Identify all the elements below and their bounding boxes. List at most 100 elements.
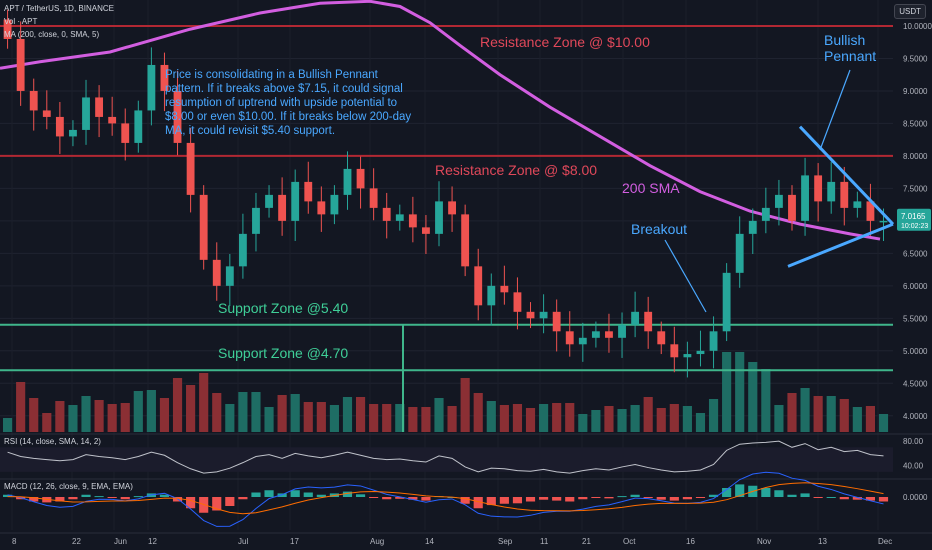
macd-hist-18	[238, 497, 248, 500]
signal-line	[7, 482, 884, 515]
macd-hist-4	[55, 497, 65, 502]
macd-hist-56	[735, 484, 745, 497]
candle-body-2	[29, 90, 38, 111]
candle-body-65	[853, 201, 862, 208]
pennant-label-2: Pennant	[824, 48, 877, 64]
breakout-arrow	[664, 239, 707, 313]
price-tick-9: 8.5000	[903, 119, 928, 128]
candle-body-46	[605, 331, 613, 338]
macd-hist-36	[473, 497, 483, 509]
candle-body-51	[670, 344, 679, 358]
macd-tick: 0.0000	[903, 493, 928, 502]
zone-lines	[0, 24, 893, 432]
candle-body-17	[225, 266, 234, 286]
macd-hist-51	[669, 497, 679, 501]
volume-bar-56	[735, 352, 745, 432]
volume-bar-18	[238, 392, 248, 432]
volume-bar-11	[146, 390, 156, 432]
macd-hist-50	[656, 497, 666, 500]
price-badge-value: 7.0165	[901, 212, 926, 221]
candle-body-7	[95, 97, 104, 117]
macd-hist-48	[630, 494, 640, 497]
macd-hist-66	[865, 497, 876, 501]
candle-body-1	[16, 38, 25, 91]
rsi-label: RSI (14, close, SMA, 14, 2)	[4, 437, 101, 446]
volume-bar-45	[591, 410, 601, 432]
price-tick-11: 9.5000	[903, 54, 928, 63]
volume-bar-6	[81, 396, 91, 432]
candle-body-41	[539, 311, 548, 319]
annotation-arrows	[664, 69, 851, 313]
macd-hist-54	[708, 494, 719, 497]
time-tick-8: Sep	[498, 537, 513, 546]
macd-hist-0	[3, 494, 13, 497]
candle-body-58	[761, 207, 770, 221]
macd-hist-32	[421, 497, 431, 501]
candle-body-20	[265, 194, 273, 208]
currency-badge[interactable]: USDT	[894, 4, 926, 19]
support-470-label: Support Zone @4.70	[218, 345, 349, 361]
macd-hist-23	[303, 492, 313, 497]
sma-200-line	[0, 0, 881, 241]
candle-body-64	[840, 181, 849, 208]
rsi-band	[0, 447, 893, 472]
time-tick-0: 8	[12, 537, 17, 546]
volume-bar-33	[434, 398, 444, 432]
time-tick-13: Nov	[757, 537, 771, 546]
price-tick-0: 4.0000	[903, 412, 928, 421]
macd-hist-27	[355, 494, 366, 497]
rsi-tick-0: 80.00	[903, 437, 924, 446]
volume-bar-3	[42, 413, 52, 432]
macd-hist-55	[722, 488, 732, 497]
volume-bar-37	[486, 401, 496, 432]
time-tick-10: 21	[582, 537, 591, 546]
candle-body-33	[435, 201, 443, 234]
candle-body-5	[69, 129, 77, 137]
macd-hist-52	[682, 497, 692, 500]
candle-body-6	[82, 97, 90, 130]
candle-body-39	[513, 292, 522, 312]
macd-hist-42	[552, 497, 562, 501]
time-axis: 8 22 Jun 12 Jul 17 Aug 14 Sep 11 21 Oct 16 Nov 13 Dec	[0, 532, 932, 546]
volume-bar-0	[3, 418, 13, 432]
candle-body-63	[827, 181, 836, 202]
candle-body-32	[422, 227, 430, 234]
volume-bar-35	[460, 378, 470, 432]
volume-bar-14	[186, 385, 196, 432]
macd-hist-45	[591, 497, 601, 498]
candle-body-30	[395, 214, 404, 221]
macd-hist-5	[68, 497, 78, 500]
resistance-10-label: Resistance Zone @ $10.00	[480, 34, 650, 50]
volume-bar-30	[395, 404, 405, 432]
support-540-label: Support Zone @5.40	[218, 300, 349, 316]
price-tick-5: 6.5000	[903, 249, 928, 258]
candle-body-21	[278, 194, 287, 221]
macd-hist-38	[499, 497, 509, 504]
volume-bar-5	[68, 405, 78, 432]
time-tick-3: 12	[148, 537, 157, 546]
macd-pane: MACD (12, 26, close, 9, EMA, EMA) 0.0000	[0, 471, 932, 527]
volume-bar-46	[604, 406, 614, 432]
volume-bar-50	[656, 408, 666, 432]
volume-bar-12	[159, 398, 170, 432]
price-tick-10: 9.0000	[903, 87, 928, 96]
volume-bar-44	[578, 414, 588, 432]
macd-hist-67	[878, 497, 889, 502]
volume-bar-31	[408, 407, 418, 432]
macd-hist-39	[512, 497, 523, 504]
macd-hist-8	[107, 497, 117, 498]
macd-label: MACD (12, 26, close, 9, EMA, EMA)	[4, 482, 133, 491]
pennant-label-1: Bullish	[824, 32, 866, 48]
volume-bar-16	[212, 393, 222, 432]
macd-line	[7, 471, 884, 527]
candle-body-15	[199, 194, 208, 260]
macd-hist-12	[159, 494, 170, 497]
macd-hist-31	[408, 497, 418, 500]
time-tick-15: Dec	[878, 537, 892, 546]
volume-bar-57	[748, 362, 758, 432]
rsi-pane: RSI (14, close, SMA, 14, 2) 80.00 40.00	[0, 433, 932, 474]
candle-body-9	[121, 123, 130, 143]
macd-hist-29	[382, 497, 392, 500]
volume-bar-20	[264, 407, 274, 432]
